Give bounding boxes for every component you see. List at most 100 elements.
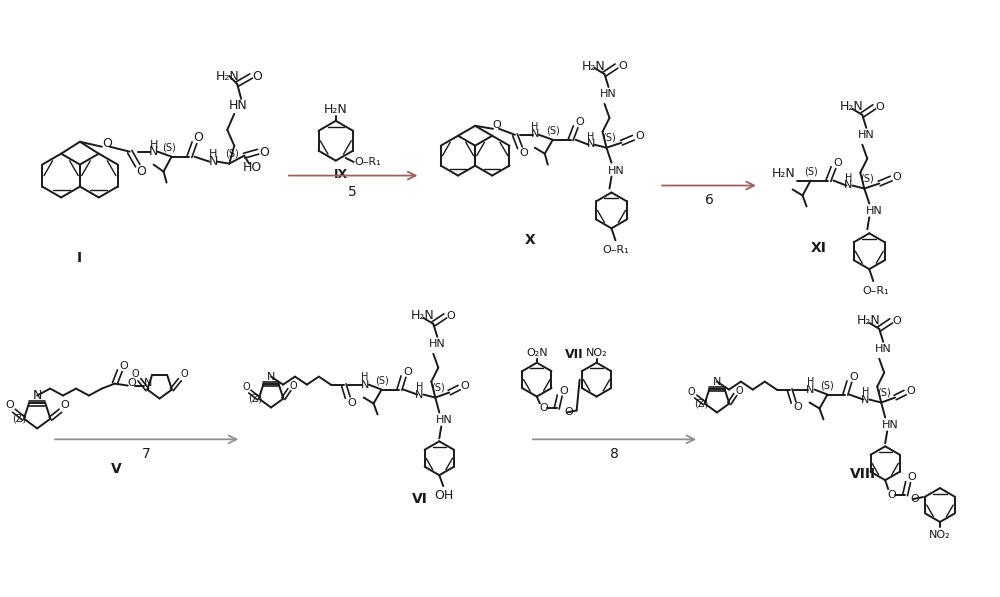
Text: (S): (S) [603, 133, 616, 143]
Text: (Z): (Z) [12, 414, 26, 423]
Text: O: O [60, 400, 69, 410]
Text: (S): (S) [877, 387, 891, 398]
Text: O: O [908, 472, 916, 482]
Text: O₂N: O₂N [526, 347, 548, 358]
Text: O: O [259, 146, 269, 159]
Text: H₂N: H₂N [582, 60, 605, 73]
Text: O–R₁: O–R₁ [602, 245, 629, 256]
Text: N: N [149, 145, 158, 158]
Text: O: O [911, 494, 919, 504]
Text: O: O [888, 490, 897, 500]
Text: O: O [635, 131, 644, 141]
Text: VI: VI [412, 492, 428, 506]
Text: H: H [807, 377, 814, 387]
Text: O: O [447, 311, 456, 321]
Text: O: O [242, 381, 250, 392]
Text: HN: HN [875, 344, 892, 354]
Text: (S): (S) [860, 174, 874, 183]
Text: O: O [119, 361, 128, 371]
Text: N: N [360, 380, 369, 390]
Text: (S): (S) [431, 383, 445, 393]
Text: O: O [876, 102, 885, 112]
Text: N: N [844, 180, 853, 189]
Text: O: O [347, 398, 356, 408]
Text: HO: HO [243, 161, 262, 174]
Text: HN: HN [600, 89, 617, 99]
Text: (S): (S) [546, 126, 560, 136]
Text: O: O [252, 69, 262, 82]
Text: H: H [361, 372, 368, 381]
Text: X: X [524, 233, 535, 247]
Text: IX: IX [334, 168, 348, 181]
Text: 7: 7 [142, 447, 151, 461]
Text: VIII: VIII [850, 467, 876, 481]
Text: O: O [833, 158, 842, 168]
Text: H: H [587, 132, 594, 141]
Text: O: O [403, 367, 412, 377]
Text: O: O [793, 402, 802, 413]
Text: N: N [806, 384, 815, 395]
Text: N: N [531, 129, 539, 139]
Text: NO₂: NO₂ [586, 347, 607, 358]
Text: O: O [520, 147, 528, 158]
Text: HN: HN [436, 416, 453, 426]
Text: 5: 5 [348, 186, 357, 199]
Text: O: O [539, 404, 548, 414]
Text: O: O [6, 400, 14, 410]
Text: XI: XI [811, 241, 826, 256]
Text: O: O [559, 386, 568, 396]
Text: O: O [688, 387, 696, 396]
Text: O: O [180, 369, 188, 378]
Text: HN: HN [882, 420, 899, 430]
Text: O: O [290, 381, 297, 390]
Text: O: O [893, 171, 902, 181]
Text: N: N [32, 389, 42, 402]
Text: HN: HN [858, 130, 875, 140]
Text: O: O [102, 137, 112, 150]
Text: O: O [127, 378, 136, 387]
Text: (S): (S) [821, 381, 834, 390]
Text: O: O [618, 61, 627, 71]
Text: H₂N: H₂N [410, 309, 434, 322]
Text: O: O [907, 386, 915, 396]
Text: (S): (S) [375, 376, 388, 386]
Text: (Z): (Z) [248, 393, 262, 404]
Text: I: I [76, 251, 82, 265]
Text: 8: 8 [610, 447, 619, 461]
Text: V: V [111, 462, 122, 476]
Text: O–R₁: O–R₁ [862, 286, 889, 296]
Text: O: O [132, 369, 139, 378]
Text: (S): (S) [804, 167, 817, 177]
Text: H₂N: H₂N [856, 315, 880, 327]
Text: HN: HN [229, 99, 248, 112]
Text: H: H [209, 149, 218, 159]
Text: (Z): (Z) [694, 399, 708, 408]
Text: HN: HN [429, 338, 446, 349]
Text: H: H [149, 140, 158, 150]
Text: O: O [564, 408, 573, 417]
Text: H₂N: H₂N [215, 69, 239, 82]
Text: (S): (S) [225, 149, 239, 159]
Text: O: O [493, 120, 501, 130]
Text: H: H [862, 387, 869, 396]
Text: O: O [193, 131, 203, 144]
Text: NO₂: NO₂ [929, 530, 951, 540]
Text: O: O [735, 386, 743, 396]
Text: HN: HN [866, 207, 883, 216]
Text: O–R₁: O–R₁ [354, 157, 381, 167]
Text: 6: 6 [705, 193, 713, 208]
Text: O: O [893, 316, 902, 326]
Text: H: H [416, 381, 423, 392]
Text: N: N [267, 372, 275, 381]
Text: (S): (S) [162, 143, 175, 153]
Text: HN: HN [608, 165, 625, 176]
Text: N: N [586, 139, 595, 149]
Text: N: N [713, 377, 721, 387]
Text: O: O [461, 381, 470, 390]
Text: H: H [531, 122, 539, 132]
Text: H: H [845, 173, 852, 183]
Text: N: N [209, 155, 218, 168]
Text: N: N [415, 390, 424, 399]
Text: H₂N: H₂N [839, 100, 863, 113]
Text: O: O [137, 165, 147, 178]
